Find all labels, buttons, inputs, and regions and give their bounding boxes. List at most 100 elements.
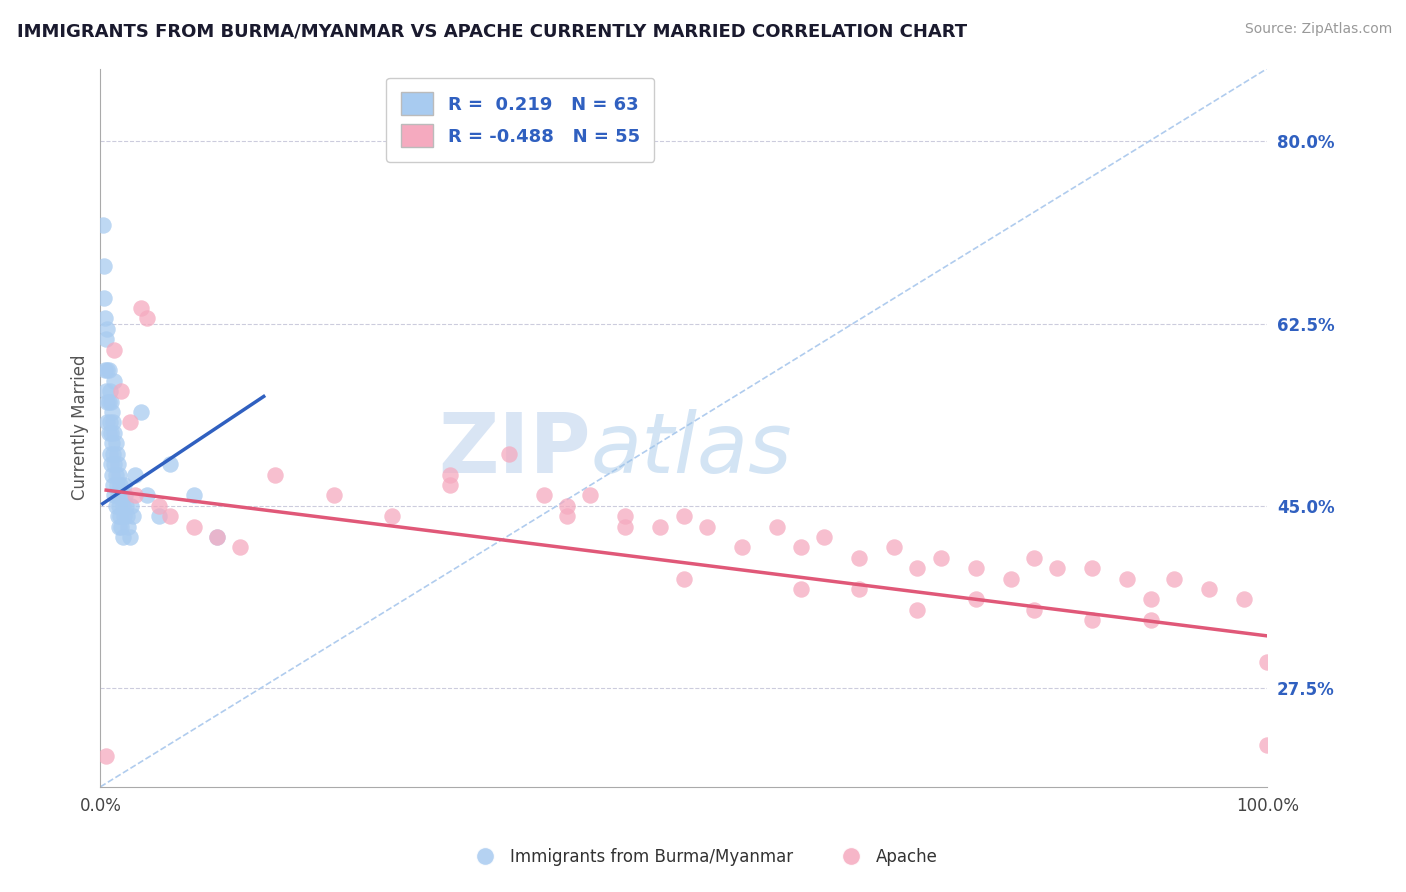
- Point: [103, 488, 125, 502]
- Point: [1256, 655, 1278, 669]
- Point: [136, 311, 159, 326]
- Point: [97, 425, 120, 440]
- Point: [98, 447, 121, 461]
- Point: [108, 467, 131, 482]
- Point: [108, 519, 131, 533]
- Point: [579, 488, 602, 502]
- Point: [101, 467, 124, 482]
- Point: [120, 499, 142, 513]
- Point: [101, 405, 124, 419]
- Point: [148, 499, 170, 513]
- Point: [124, 488, 146, 502]
- Point: [107, 457, 129, 471]
- Point: [91, 218, 114, 232]
- Point: [183, 488, 205, 502]
- Point: [110, 488, 132, 502]
- Point: [1022, 550, 1045, 565]
- Point: [848, 550, 870, 565]
- Point: [766, 519, 789, 533]
- Point: [905, 561, 928, 575]
- Point: [1022, 603, 1045, 617]
- Point: [105, 447, 128, 461]
- Point: [100, 394, 122, 409]
- Point: [498, 447, 520, 461]
- Point: [789, 582, 811, 596]
- Point: [103, 343, 125, 357]
- Point: [97, 363, 120, 377]
- Point: [107, 509, 129, 524]
- Point: [93, 260, 115, 274]
- Point: [103, 425, 125, 440]
- Point: [1116, 572, 1139, 586]
- Point: [96, 363, 118, 377]
- Point: [108, 509, 131, 524]
- Point: [1198, 582, 1220, 596]
- Point: [159, 457, 181, 471]
- Point: [114, 488, 136, 502]
- Point: [96, 394, 118, 409]
- Point: [264, 467, 287, 482]
- Point: [115, 499, 138, 513]
- Point: [322, 488, 344, 502]
- Point: [672, 572, 695, 586]
- Point: [103, 447, 125, 461]
- Point: [205, 530, 228, 544]
- Point: [159, 509, 181, 524]
- Point: [96, 332, 118, 346]
- Point: [110, 384, 132, 399]
- Legend: Immigrants from Burma/Myanmar, Apache: Immigrants from Burma/Myanmar, Apache: [461, 842, 945, 873]
- Point: [1139, 592, 1161, 607]
- Point: [439, 478, 461, 492]
- Point: [94, 363, 117, 377]
- Point: [107, 488, 129, 502]
- Point: [1139, 613, 1161, 627]
- Text: ZIP: ZIP: [437, 409, 591, 490]
- Point: [111, 530, 134, 544]
- Point: [929, 550, 952, 565]
- Point: [1256, 738, 1278, 752]
- Point: [96, 322, 118, 336]
- Point: [533, 488, 555, 502]
- Point: [731, 541, 754, 555]
- Point: [103, 374, 125, 388]
- Point: [103, 478, 125, 492]
- Point: [98, 416, 121, 430]
- Point: [94, 311, 117, 326]
- Point: [97, 394, 120, 409]
- Point: [1000, 572, 1022, 586]
- Point: [96, 748, 118, 763]
- Point: [104, 467, 127, 482]
- Point: [883, 541, 905, 555]
- Point: [103, 457, 125, 471]
- Point: [118, 530, 141, 544]
- Point: [129, 405, 152, 419]
- Point: [789, 541, 811, 555]
- Point: [129, 301, 152, 315]
- Point: [100, 425, 122, 440]
- Text: IMMIGRANTS FROM BURMA/MYANMAR VS APACHE CURRENTLY MARRIED CORRELATION CHART: IMMIGRANTS FROM BURMA/MYANMAR VS APACHE …: [17, 22, 967, 40]
- Point: [555, 499, 578, 513]
- Point: [965, 592, 987, 607]
- Point: [117, 519, 139, 533]
- Point: [103, 416, 125, 430]
- Text: atlas: atlas: [591, 409, 792, 490]
- Point: [1046, 561, 1069, 575]
- Point: [183, 519, 205, 533]
- Point: [381, 509, 404, 524]
- Point: [848, 582, 870, 596]
- Point: [1163, 572, 1185, 586]
- Point: [555, 509, 578, 524]
- Point: [614, 509, 637, 524]
- Point: [101, 436, 124, 450]
- Point: [229, 541, 252, 555]
- Point: [112, 509, 135, 524]
- Point: [96, 384, 118, 399]
- Point: [650, 519, 672, 533]
- Point: [115, 509, 138, 524]
- Point: [205, 530, 228, 544]
- Point: [122, 509, 145, 524]
- Point: [614, 519, 637, 533]
- Point: [1081, 561, 1104, 575]
- Point: [112, 478, 135, 492]
- Point: [813, 530, 835, 544]
